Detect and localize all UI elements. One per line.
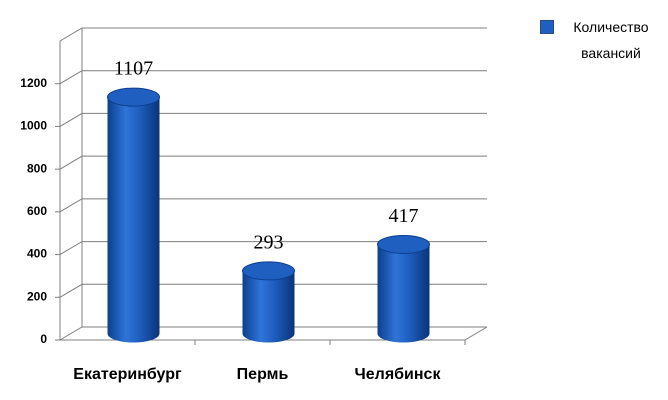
x-tick-label: Пермь: [237, 366, 289, 383]
bar-top: [242, 261, 295, 281]
grid-line: [59, 112, 487, 127]
y-tick-label: 400: [27, 247, 47, 261]
bar-body: [377, 244, 430, 343]
grid-line: [59, 155, 487, 170]
grid-line: [59, 283, 487, 298]
legend-label: Количество вакансий: [573, 19, 649, 61]
bar: [377, 234, 430, 343]
bar-body: [242, 270, 295, 343]
x-tick-label: Екатеринбург: [73, 366, 182, 383]
grid-line: [59, 241, 487, 256]
y-tick-label: 200: [27, 289, 47, 303]
y-tick-label: 1200: [20, 76, 47, 90]
x-tick-label: Челябинск: [355, 366, 442, 383]
bar: [242, 261, 295, 343]
bar-body: [107, 97, 160, 343]
value-label: 417: [389, 205, 419, 227]
bar-top: [107, 87, 160, 107]
back-wall-edge: [59, 27, 487, 340]
legend-swatch: [540, 20, 554, 34]
grid-line: [59, 326, 487, 341]
y-tick-label: 1000: [20, 119, 47, 133]
grid-line: [59, 198, 487, 213]
bar-top: [377, 234, 430, 254]
y-tick-label: 600: [27, 204, 47, 218]
value-label: 293: [254, 232, 284, 254]
value-label: 1107: [114, 58, 153, 80]
y-tick-label: 800: [27, 161, 47, 175]
bar: [107, 87, 160, 343]
grid-line: [59, 70, 487, 85]
legend: Количество вакансий: [538, 14, 662, 66]
y-tick-label: 0: [40, 332, 47, 346]
